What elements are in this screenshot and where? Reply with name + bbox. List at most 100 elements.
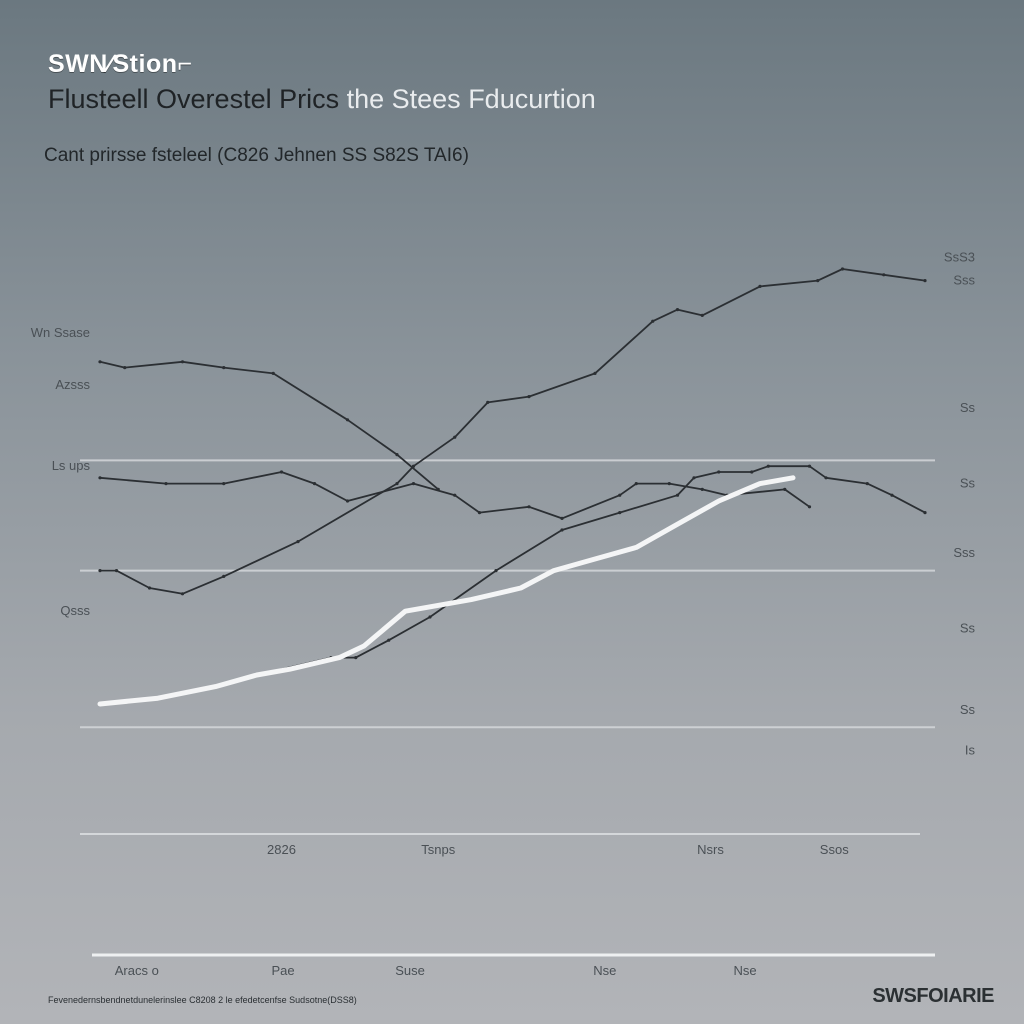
series-3-point-8 <box>675 493 680 497</box>
series-4-point-14 <box>717 499 721 503</box>
series-4-point-7 <box>403 609 407 613</box>
series-2-point-12 <box>634 482 638 486</box>
footer-note: Fevenedernsbendnetdunelerinslee C8208 2 … <box>48 995 357 1005</box>
series-2-point-16 <box>783 487 787 491</box>
series-1-line <box>99 360 440 491</box>
y-tick-left-label-0: Wn Ssase <box>31 325 90 340</box>
x-tick-bottom-label-0: Aracs o <box>115 963 159 978</box>
series-0-point-1 <box>114 569 119 573</box>
series-4-point-16 <box>791 476 795 480</box>
series-4-point-9 <box>519 586 523 590</box>
series-4-point-2 <box>214 685 217 689</box>
series-4-point-8 <box>469 598 473 602</box>
chart-title: Flusteell Overestel Prics the Stees Fduc… <box>48 84 596 115</box>
series-0-point-14 <box>700 313 704 317</box>
series-0-point-6 <box>395 482 399 486</box>
series-0-point-8 <box>453 435 457 439</box>
series-4-point-0 <box>98 702 102 706</box>
series-4-point-13 <box>676 522 679 526</box>
series-3-point-6 <box>560 528 564 532</box>
series-0-line <box>99 268 926 595</box>
series-1-point-5 <box>345 418 350 422</box>
series-3-point-10 <box>717 470 721 474</box>
brand-logo: SWSFOIARIE <box>872 985 994 1007</box>
series-2-point-6 <box>411 482 416 486</box>
series-3-point-12 <box>766 464 770 468</box>
x-tick-label-1: Tsnps <box>421 842 455 857</box>
series-0-point-16 <box>816 279 820 283</box>
series-2-point-11 <box>618 493 622 497</box>
series-2-point-8 <box>477 510 482 515</box>
x-tick-bottom-label-2: Suse <box>395 963 425 978</box>
series-0-point-11 <box>593 371 597 375</box>
series-2-point-7 <box>453 493 457 497</box>
series-0-point-17 <box>840 267 845 271</box>
x-tick-bottom-label-1: Pae <box>272 963 295 978</box>
series-1-point-3 <box>222 366 226 370</box>
y-tick-right-label-7: Is <box>965 742 976 757</box>
series-2-point-1 <box>164 482 168 486</box>
series-0-point-9 <box>486 400 490 404</box>
series-1-point-4 <box>271 371 275 375</box>
series-2-point-9 <box>527 505 531 509</box>
title-main: Flusteell Overestel Prics <box>48 84 340 114</box>
series-4-point-3 <box>255 673 259 677</box>
series-0-point-10 <box>527 395 531 399</box>
series-4-point-5 <box>337 656 341 660</box>
series-1-point-2 <box>180 360 185 364</box>
series-2-line <box>99 471 811 520</box>
series-2-point-14 <box>700 487 704 491</box>
y-tick-right-label-3: Ss <box>960 476 976 491</box>
y-tick-right-label-1: Sss <box>953 273 975 288</box>
series-4-point-4 <box>288 667 292 671</box>
y-tick-right-label-0: SsS3 <box>944 249 975 264</box>
series-0-point-2 <box>147 586 152 590</box>
y-tick-right-label-4: Sss <box>953 545 975 560</box>
title-tail: the Stees Fducurtion <box>346 84 596 114</box>
series-3-point-17 <box>923 510 927 515</box>
y-tick-left-label-1: Azsss <box>55 377 90 392</box>
series-0-point-0 <box>98 569 102 573</box>
series-4-point-10 <box>552 569 556 573</box>
brand-name: SWN∕Stion⌐ <box>48 50 193 78</box>
series-3-point-14 <box>824 476 828 480</box>
y-tick-right-label-5: Ss <box>960 621 976 636</box>
y-tick-left-label-2: Ls ups <box>52 458 91 473</box>
series-0-point-5 <box>296 540 300 544</box>
series-1-point-1 <box>123 366 127 370</box>
series-1-point-6 <box>395 453 399 457</box>
x-tick-bottom-label-4: Nse <box>734 963 757 978</box>
y-tick-left-label-3: Qsss <box>60 603 90 618</box>
series-0-point-3 <box>180 592 185 596</box>
series-3-point-13 <box>807 464 812 468</box>
series-3-point-15 <box>865 482 869 486</box>
series-2-point-10 <box>560 516 564 521</box>
x-tick-bottom-label-3: Nse <box>593 963 616 978</box>
chart-subtitle: Cant prirsse fsteleel (C826 Jehnen SS S8… <box>44 145 469 166</box>
series-3-point-4 <box>428 615 432 619</box>
series-0-point-13 <box>675 308 680 312</box>
y-tick-right-label-6: Ss <box>960 702 976 717</box>
series-2-point-0 <box>98 476 102 480</box>
series-0-point-12 <box>651 319 655 323</box>
series-3-point-9 <box>692 476 696 480</box>
series-3-point-7 <box>618 510 622 515</box>
series-2-point-4 <box>312 482 317 486</box>
series-3-point-16 <box>890 493 894 497</box>
x-tick-label-3: Ssos <box>820 842 849 857</box>
series-3-line <box>255 465 926 676</box>
series-0-point-4 <box>222 574 226 579</box>
x-tick-label-0: 2826 <box>267 842 296 857</box>
series-2-point-3 <box>279 470 284 474</box>
series-4-point-15 <box>758 482 762 486</box>
series-3-point-2 <box>354 656 358 660</box>
series-3-point-3 <box>387 638 391 642</box>
series-2-point-17 <box>807 505 812 509</box>
series-1-point-0 <box>98 360 102 364</box>
series-4-point-12 <box>634 545 638 549</box>
series-0-point-18 <box>882 273 886 277</box>
series-0-point-19 <box>923 279 927 283</box>
y-tick-right-label-2: Ss <box>960 400 976 415</box>
series-4-point-1 <box>156 696 160 700</box>
